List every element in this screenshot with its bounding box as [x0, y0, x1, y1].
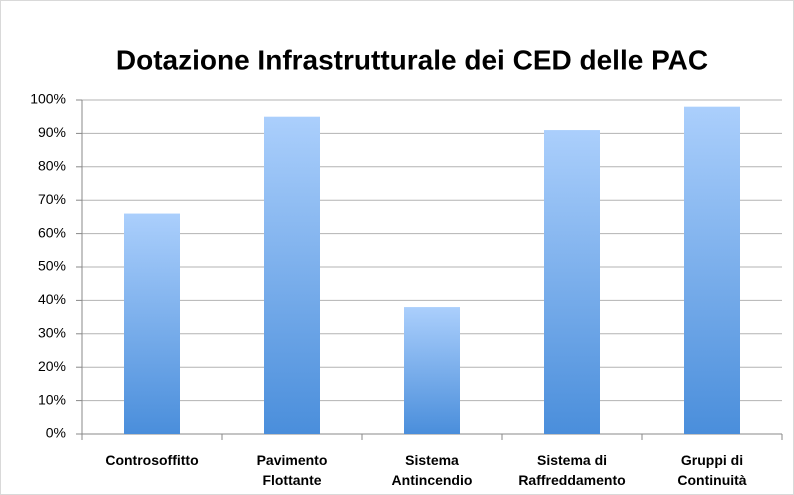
x-tick-label: Sistema di Raffreddamento: [518, 452, 625, 488]
bar: [684, 106, 740, 435]
y-tick-label: 70%: [38, 191, 66, 207]
x-tick-label-line: Antincendio: [392, 472, 473, 488]
bar: [264, 116, 320, 434]
y-tick-label: 50%: [38, 258, 66, 274]
x-tick-label: Sistema Antincendio: [392, 452, 473, 488]
y-tick-label: 100%: [30, 91, 66, 107]
x-tick-label: Pavimento Flottante: [257, 452, 328, 488]
y-tick-label: 0%: [46, 425, 66, 441]
x-tick-label-line: Flottante: [262, 472, 321, 488]
y-tick-label: 40%: [38, 291, 66, 307]
x-tick-label-line: Sistema di: [537, 452, 607, 468]
y-tick-label: 80%: [38, 158, 66, 174]
y-tick-label: 60%: [38, 224, 66, 240]
x-tick-label-line: Controsoffitto: [105, 452, 198, 468]
x-tick-label: Controsoffitto: [105, 452, 198, 468]
y-tick-label: 10%: [38, 391, 66, 407]
x-tick-label-line: Continuità: [677, 472, 746, 488]
x-tick-label-line: Raffreddamento: [518, 472, 625, 488]
y-tick-label: 90%: [38, 124, 66, 140]
x-tick-label-line: Pavimento: [257, 452, 328, 468]
x-tick-label-line: Sistema: [405, 452, 459, 468]
bar: [544, 130, 600, 434]
bar: [124, 213, 180, 434]
y-tick-label: 20%: [38, 358, 66, 374]
x-tick-label: Gruppi di Continuità: [677, 452, 746, 488]
chart-title: Dotazione Infrastrutturale dei CED delle…: [116, 44, 708, 75]
x-tick-label-line: Gruppi di: [681, 452, 743, 468]
bar: [404, 307, 460, 434]
y-tick-label: 30%: [38, 325, 66, 341]
